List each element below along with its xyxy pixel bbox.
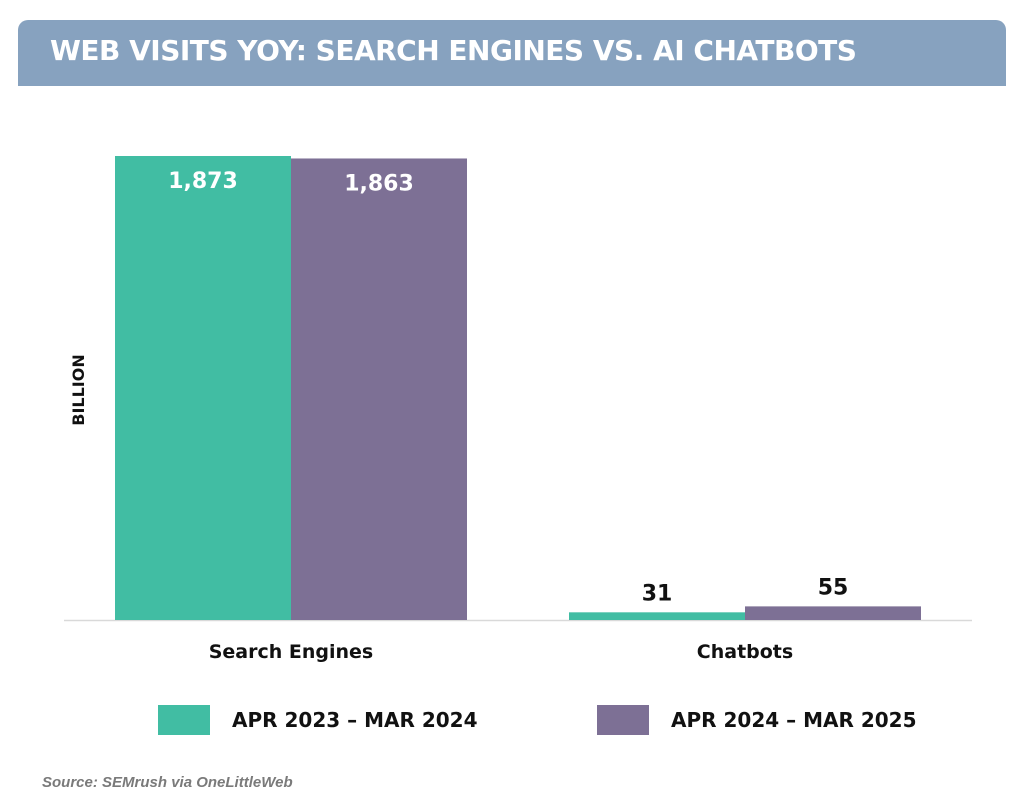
data-label-1-series-1: 1,873 bbox=[168, 169, 238, 194]
bar-2-series-1 bbox=[569, 612, 745, 620]
category-label-1: Search Engines bbox=[209, 641, 374, 663]
legend-swatch-series-2 bbox=[597, 705, 649, 735]
data-label-2-series-1: 31 bbox=[642, 581, 673, 606]
source-note: Source: SEMrush via OneLittleWeb bbox=[42, 774, 293, 791]
legend-item-series-2: APR 2024 – MAR 2025 bbox=[597, 704, 917, 736]
bar-1-series-2 bbox=[291, 158, 467, 621]
bar-2-series-2 bbox=[745, 606, 921, 620]
bar-1-series-1 bbox=[115, 156, 291, 620]
data-label-2-series-2: 55 bbox=[818, 575, 849, 600]
legend-swatch-series-1 bbox=[158, 705, 210, 735]
title-banner: WEB VISITS YOY: SEARCH ENGINES VS. AI CH… bbox=[18, 20, 1006, 86]
legend-label-series-2: APR 2024 – MAR 2025 bbox=[671, 708, 917, 732]
y-axis-label: BILLION bbox=[69, 354, 88, 425]
chart-title: WEB VISITS YOY: SEARCH ENGINES VS. AI CH… bbox=[50, 34, 857, 67]
legend-item-series-1: APR 2023 – MAR 2024 bbox=[158, 704, 478, 736]
data-label-1-series-2: 1,863 bbox=[344, 171, 414, 196]
category-label-2: Chatbots bbox=[697, 641, 793, 663]
legend-label-series-1: APR 2023 – MAR 2024 bbox=[232, 708, 478, 732]
